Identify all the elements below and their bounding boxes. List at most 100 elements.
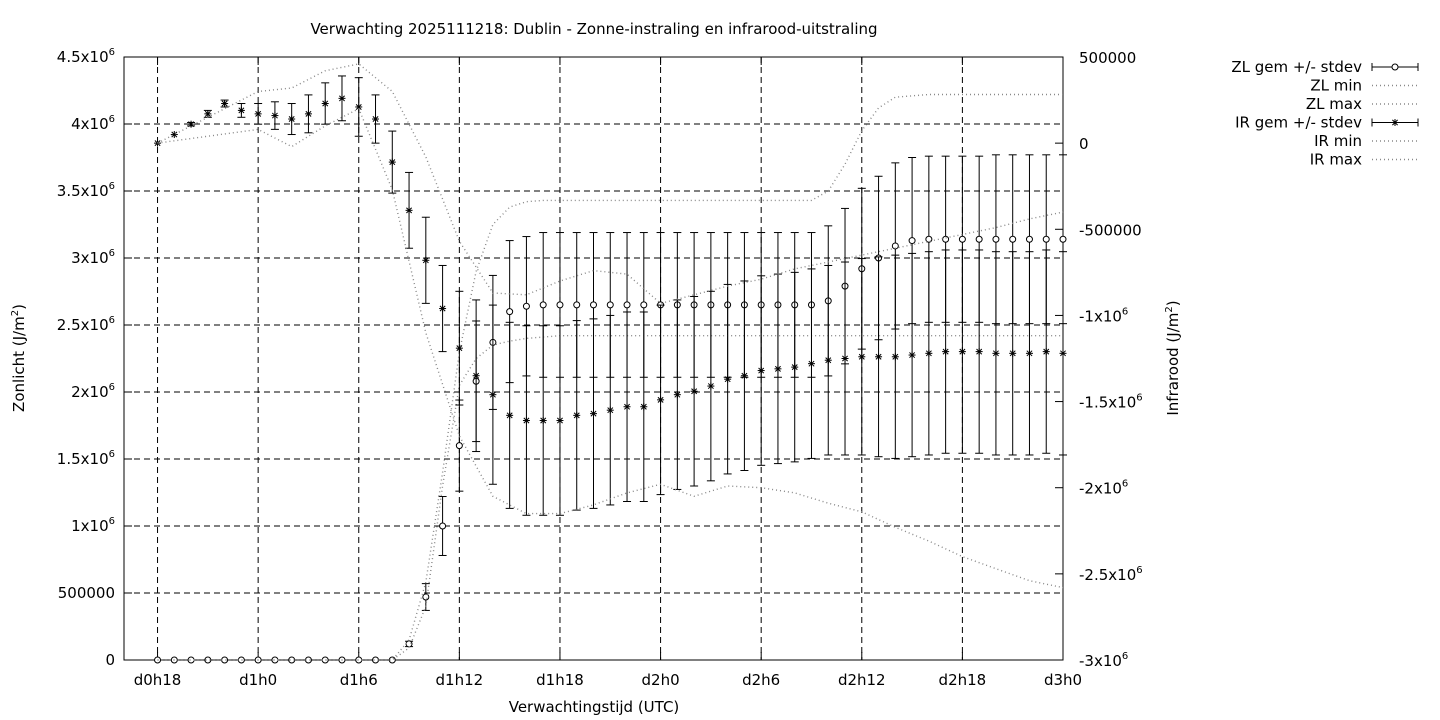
y-axis-label: Zonlicht (J/m2)	[10, 304, 28, 412]
y2-tick-label: 0	[1079, 135, 1089, 153]
data-point	[539, 301, 547, 309]
data-point	[1009, 235, 1017, 243]
data-point	[824, 356, 832, 364]
legend-label: IR min	[1314, 132, 1362, 150]
data-point	[422, 593, 430, 601]
data-point	[623, 403, 631, 411]
data-point	[1059, 349, 1067, 357]
data-point	[355, 656, 363, 664]
y-tick-label: 3x106	[71, 248, 115, 267]
data-point	[573, 301, 581, 309]
data-point	[774, 365, 782, 373]
legend-item: IR max	[1310, 151, 1418, 169]
y2-tick-label: -500000	[1079, 221, 1142, 239]
x-tick-label: d1h12	[436, 671, 484, 689]
y-tick-label: 4x106	[71, 114, 115, 133]
data-point	[489, 391, 497, 399]
y2-axis-label-text: Infrarood (J/m	[1164, 313, 1182, 416]
data-point	[506, 411, 514, 419]
y2-tick-label: -3x106	[1079, 651, 1128, 670]
data-point	[841, 355, 849, 362]
data-point	[791, 363, 799, 371]
legend-item: IR min	[1314, 132, 1418, 150]
x-tick-label: d1h18	[536, 671, 584, 689]
x-tick-label: d2h6	[742, 671, 780, 689]
x-tick-label: d2h0	[642, 671, 680, 689]
data-point	[288, 656, 296, 664]
data-point	[807, 360, 815, 368]
data-point	[992, 235, 1000, 243]
data-point	[388, 158, 396, 166]
chart-title: Verwachting 2025111218: Dublin - Zonne-i…	[310, 20, 877, 38]
data-point	[958, 348, 966, 356]
data-point	[372, 115, 380, 123]
legend-label: ZL min	[1310, 77, 1362, 95]
data-point	[707, 382, 715, 390]
y2-tick-label: -2.5x106	[1079, 565, 1143, 584]
data-point	[372, 656, 380, 664]
data-point	[992, 349, 1000, 357]
legend-item: ZL max	[1306, 95, 1418, 113]
data-point	[1025, 349, 1033, 357]
data-point	[958, 235, 966, 243]
data-point	[690, 387, 698, 395]
x-tick-label: d0h18	[134, 671, 182, 689]
data-point	[891, 353, 899, 361]
series-layer	[154, 63, 1067, 664]
y-tick-label: 3.5x106	[57, 181, 115, 200]
data-point	[204, 656, 212, 664]
data-point	[975, 348, 983, 356]
axis-ticks: d0h18 d1h0 d1h6 d1h12 d1h18 d2h0 d2h6 d2h12 d2h1…	[57, 47, 1143, 689]
y2-axis-label: Infrarood (J/m2)	[1164, 300, 1182, 415]
data-point	[405, 206, 413, 214]
data-point	[606, 301, 614, 309]
data-point	[573, 411, 581, 419]
data-point	[254, 110, 262, 118]
data-point	[740, 372, 748, 380]
y2-tick-label: 500000	[1079, 49, 1136, 67]
data-point	[522, 417, 530, 425]
data-point	[321, 100, 329, 108]
y-axis-label-text: Zonlicht (J/m	[10, 316, 28, 412]
data-point	[455, 344, 463, 352]
data-point	[757, 367, 765, 375]
data-point	[908, 237, 916, 245]
y2-tick-label: -1.5x106	[1079, 393, 1143, 412]
legend-label: ZL gem +/- stdev	[1231, 58, 1362, 76]
y-tick-label: 2.5x106	[57, 315, 115, 334]
data-point	[590, 301, 597, 309]
data-point	[304, 656, 312, 664]
legend-marker	[1391, 119, 1399, 126]
data-point	[556, 417, 564, 425]
y-tick-label: 2x106	[71, 382, 115, 401]
y-tick-label: 1x106	[71, 516, 115, 535]
data-point	[1059, 235, 1067, 243]
y-tick-label: 4.5x106	[57, 47, 115, 66]
x-tick-label: d2h18	[939, 671, 987, 689]
data-point	[472, 372, 480, 380]
legend-label: ZL max	[1306, 95, 1362, 113]
x-tick-label: d2h12	[838, 671, 886, 689]
data-point	[640, 403, 648, 411]
data-point	[439, 522, 447, 530]
y2-tick-label: -2x106	[1079, 479, 1128, 498]
y-tick-label: 500000	[58, 584, 115, 602]
data-point	[338, 94, 346, 102]
data-point	[556, 301, 564, 309]
x-tick-label: d1h6	[340, 671, 378, 689]
legend-label: IR max	[1310, 151, 1362, 169]
data-point	[288, 115, 296, 123]
y2-tick-label: -1x106	[1079, 306, 1128, 325]
data-point	[221, 100, 229, 108]
legend-marker	[1391, 63, 1399, 71]
data-point	[422, 256, 430, 264]
data-point	[875, 353, 883, 361]
data-point	[942, 235, 950, 243]
data-point	[1009, 349, 1017, 357]
data-point	[640, 301, 648, 309]
data-point	[237, 106, 245, 114]
data-point	[925, 349, 933, 357]
x-tick-label: d3h0	[1044, 671, 1082, 689]
legend-item: ZL gem +/- stdev	[1231, 58, 1419, 76]
